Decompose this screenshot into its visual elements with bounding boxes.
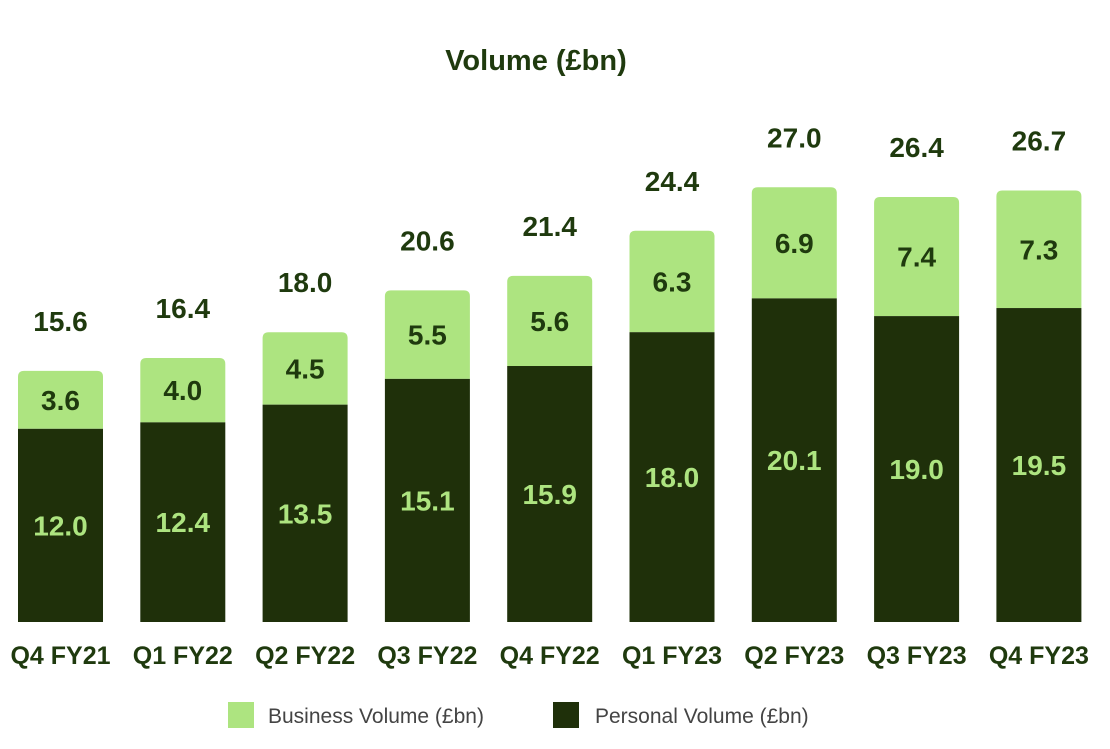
label-total: 20.6	[400, 225, 455, 256]
label-total: 15.6	[33, 306, 88, 337]
label-total: 26.4	[889, 132, 944, 163]
label-total: 26.7	[1012, 126, 1067, 157]
label-business: 6.3	[653, 266, 692, 297]
x-tick-label: Q1 FY23	[622, 642, 722, 670]
bar-business	[629, 230, 715, 333]
label-personal: 12.0	[33, 510, 88, 541]
bar-business	[751, 187, 837, 299]
label-total: 24.4	[645, 166, 700, 197]
label-personal: 18.0	[645, 462, 700, 493]
label-total: 27.0	[767, 122, 822, 153]
legend-swatch-personal	[553, 702, 579, 728]
label-total: 21.4	[522, 211, 577, 242]
legend-swatch-business	[228, 702, 254, 728]
label-total: 16.4	[156, 293, 211, 324]
label-business: 4.5	[286, 353, 325, 384]
bar-personal	[140, 422, 226, 622]
label-personal: 12.4	[156, 507, 211, 538]
x-tick-label: Q3 FY23	[867, 642, 967, 670]
label-personal: 19.0	[889, 454, 944, 485]
label-business: 5.6	[530, 306, 569, 337]
bar-business	[384, 290, 470, 379]
bar-personal	[18, 428, 103, 622]
bar-personal	[751, 298, 837, 622]
label-personal: 15.1	[400, 485, 455, 516]
bar-business	[140, 357, 226, 423]
label-business: 4.0	[163, 375, 202, 406]
label-business: 7.3	[1019, 234, 1058, 265]
label-business: 3.6	[41, 385, 80, 416]
x-tick-label: Q2 FY23	[744, 642, 844, 670]
x-tick-label: Q2 FY22	[255, 642, 355, 670]
label-business: 6.9	[775, 228, 814, 259]
bar-personal	[996, 308, 1082, 622]
label-business: 5.5	[408, 320, 447, 351]
bar-personal	[262, 404, 348, 622]
x-tick-label: Q1 FY22	[133, 642, 233, 670]
bar-business	[874, 196, 960, 317]
bar-personal	[874, 316, 960, 622]
legend-label-personal: Personal Volume (£bn)	[595, 705, 809, 728]
x-tick-label: Q3 FY22	[377, 642, 477, 670]
bar-business	[996, 190, 1082, 309]
label-business: 7.4	[897, 242, 936, 273]
chart-title: Volume (£bn)	[445, 45, 627, 77]
bar-personal	[384, 378, 470, 622]
label-personal: 20.1	[767, 445, 822, 476]
label-personal: 19.5	[1012, 450, 1067, 481]
bar-business	[18, 370, 103, 429]
label-personal: 15.9	[522, 479, 577, 510]
bar-business	[262, 332, 348, 405]
bar-business	[507, 275, 593, 367]
label-personal: 13.5	[278, 498, 333, 529]
x-tick-label: Q4 FY22	[500, 642, 600, 670]
label-total: 18.0	[278, 267, 333, 298]
bar-personal	[507, 366, 593, 622]
x-tick-label: Q4 FY23	[989, 642, 1089, 670]
legend: Business Volume (£bn) Personal Volume (£…	[228, 702, 809, 728]
x-tick-label: Q4 FY21	[10, 642, 110, 670]
legend-label-business: Business Volume (£bn)	[268, 705, 484, 728]
bar-personal	[629, 332, 715, 622]
